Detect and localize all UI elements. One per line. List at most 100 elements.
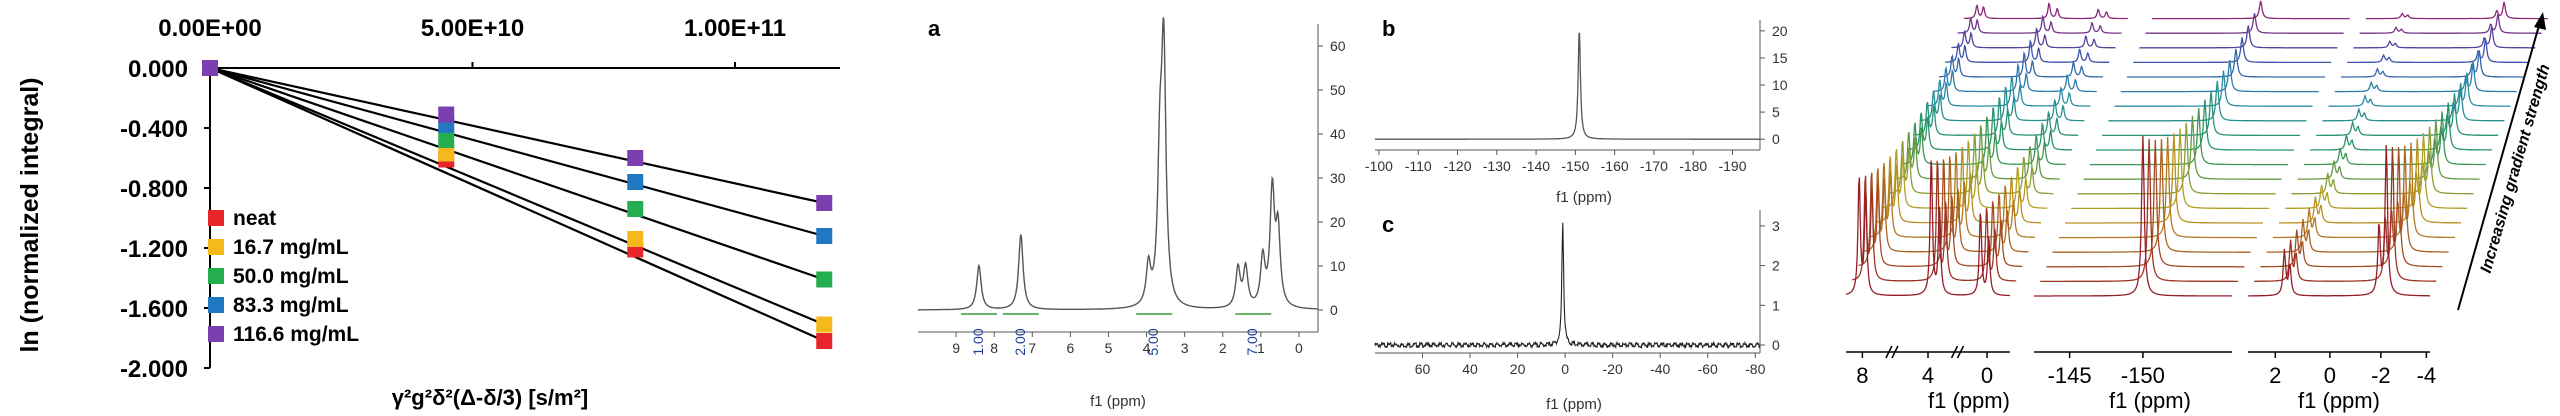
- gradient-arrow-head: [2534, 12, 2546, 30]
- x-tick-label: -190: [1718, 158, 1746, 174]
- x-tick-label: 2: [1219, 340, 1227, 356]
- stacked-trace: [2353, 26, 2536, 49]
- x-tick-label: 1: [1257, 340, 1265, 356]
- stacked-trace: [1920, 86, 2085, 122]
- x-tick-label: 0: [1295, 340, 1303, 356]
- x-tick-label: -20: [1603, 361, 1623, 377]
- x-tick-label: 3: [1181, 340, 1189, 356]
- y-tick-label: 20: [1772, 23, 1788, 39]
- stacked-trace: [1939, 51, 2103, 78]
- y-tick-label: 3: [1772, 218, 1780, 234]
- x-tick-label: -170: [1640, 158, 1668, 174]
- stacked-trace: [1932, 62, 2097, 93]
- gradient-arrow: Increasing gradient strength: [2457, 12, 2554, 311]
- data-point: [627, 174, 644, 190]
- stacked-x-tick-label: -2: [2371, 363, 2391, 388]
- stacked-trace: [2303, 111, 2486, 166]
- legend-swatch: [208, 297, 224, 313]
- legend-label: 116.6 mg/mL: [233, 323, 359, 346]
- stacked-trace: [1945, 39, 2110, 63]
- data-point: [816, 228, 833, 244]
- x-tick-label: 9: [952, 340, 960, 356]
- legend-swatch: [208, 268, 224, 284]
- stacked-trace: [1957, 14, 2122, 34]
- y-tick-label: -1.600: [120, 296, 188, 323]
- stacked-traces: [1845, 0, 2548, 297]
- stacked-trace: [2279, 138, 2461, 224]
- x-tick-label: -150: [1561, 158, 1589, 174]
- stacked-x-axis-label-2: f1 (ppm): [2109, 388, 2191, 413]
- integral-label: 5.00: [1145, 328, 1161, 355]
- panel-c-spectrum: c f1 (ppm) 60 40 20 0 -20 -40 -60 -80 0 1 2 3: [1374, 210, 1780, 413]
- stacked-x-axis-label-3: f1 (ppm): [2298, 388, 2380, 413]
- data-point: [202, 60, 218, 76]
- x-tick-label: 0: [1561, 361, 1569, 377]
- stacked-spectra: 8 4 0 -145 -150 2 0 -2 -4 f1 (ppm) f1 (ppm) f1 (…: [1845, 0, 2554, 413]
- fit-line: [209, 66, 825, 281]
- data-point: [816, 333, 833, 349]
- stacked-x-tick-label: 0: [1981, 363, 1993, 388]
- legend-label: 16.7 mg/mL: [233, 236, 349, 259]
- data-point: [816, 271, 833, 288]
- axis-break-mark: [1956, 345, 1965, 359]
- spectrum-trace: [1374, 222, 1761, 350]
- y-tick-label: -0.800: [120, 176, 188, 203]
- stacked-axes: 8 4 0 -145 -150 2 0 -2 -4: [1846, 345, 2437, 388]
- x-tick-label: 4: [1143, 340, 1151, 356]
- stacked-trace: [2114, 70, 2313, 107]
- legend-label: neat: [233, 207, 276, 230]
- data-point: [627, 231, 644, 247]
- x-tick-label: 0.00E+00: [158, 15, 261, 42]
- panel-b-axes: -100 -110 -120 -130 -140 -150 -160 -170 -180 -190…: [1365, 20, 1788, 174]
- stacked-trace: [2040, 138, 2239, 283]
- y-axis-label: ln (normalized integral): [16, 77, 44, 352]
- panel-a-trace: 1.00 2.00 5.00 7.00: [918, 17, 1318, 356]
- y-tick-label: 0: [1330, 302, 1338, 318]
- x-tick-label: 7: [1028, 340, 1036, 356]
- stacked-trace: [2359, 14, 2542, 34]
- data-point: [438, 106, 455, 123]
- x-tick-label: 6: [1066, 340, 1074, 356]
- stacked-trace: [2328, 72, 2511, 107]
- stacked-trace: [1963, 2, 2128, 20]
- legend-swatch: [208, 239, 224, 255]
- panel-a-x-axis-label: f1 (ppm): [1090, 393, 1146, 410]
- stacked-trace: [1845, 160, 2010, 297]
- diffusion-plot: ln (normalized integral) γ²g²δ²(Δ-δ/3) […: [16, 15, 840, 410]
- stacked-trace: [1926, 75, 2091, 107]
- x-tick-label: 20: [1510, 361, 1526, 377]
- data-points: [202, 60, 833, 349]
- integral-label: 2.00: [1012, 328, 1028, 355]
- stacked-trace: [2316, 93, 2499, 137]
- y-tick-label: 0.000: [128, 56, 188, 83]
- stacked-x-tick-label: -4: [2417, 363, 2437, 388]
- spectrum-trace: [918, 17, 1318, 311]
- panel-b-x-axis-label: f1 (ppm): [1556, 189, 1612, 206]
- stacked-trace: [2108, 80, 2307, 122]
- x-axis-label: γ²g²δ²(Δ-δ/3) [s/m²]: [392, 385, 588, 410]
- stacked-trace: [2248, 145, 2430, 297]
- y-tick-label: 20: [1330, 214, 1346, 230]
- y-tick-label: 30: [1330, 170, 1346, 186]
- legend-label: 83.3 mg/mL: [233, 294, 349, 317]
- x-tick-label: -120: [1443, 158, 1471, 174]
- y-tick-labels: 0.000 -0.400 -0.800 -1.200 -1.600 -2.000: [120, 56, 188, 383]
- stacked-trace: [2322, 83, 2505, 122]
- spectrum-trace: [1375, 32, 1760, 140]
- axis-break-mark: [1885, 345, 1893, 359]
- data-point: [438, 132, 455, 148]
- x-tick-label: 1.00E+11: [684, 15, 786, 42]
- y-tick-label: 40: [1330, 126, 1346, 142]
- data-point: [438, 145, 455, 162]
- panel-b-label: b: [1382, 16, 1395, 41]
- stacked-trace: [2266, 145, 2449, 253]
- x-tick-label: -60: [1698, 361, 1718, 377]
- x-tick-label: -160: [1601, 158, 1629, 174]
- panel-a-label: a: [928, 16, 941, 41]
- data-point: [816, 316, 833, 333]
- stacked-x-tick-label: -145: [2048, 363, 2092, 388]
- x-tick-label: 5.00E+10: [421, 15, 524, 42]
